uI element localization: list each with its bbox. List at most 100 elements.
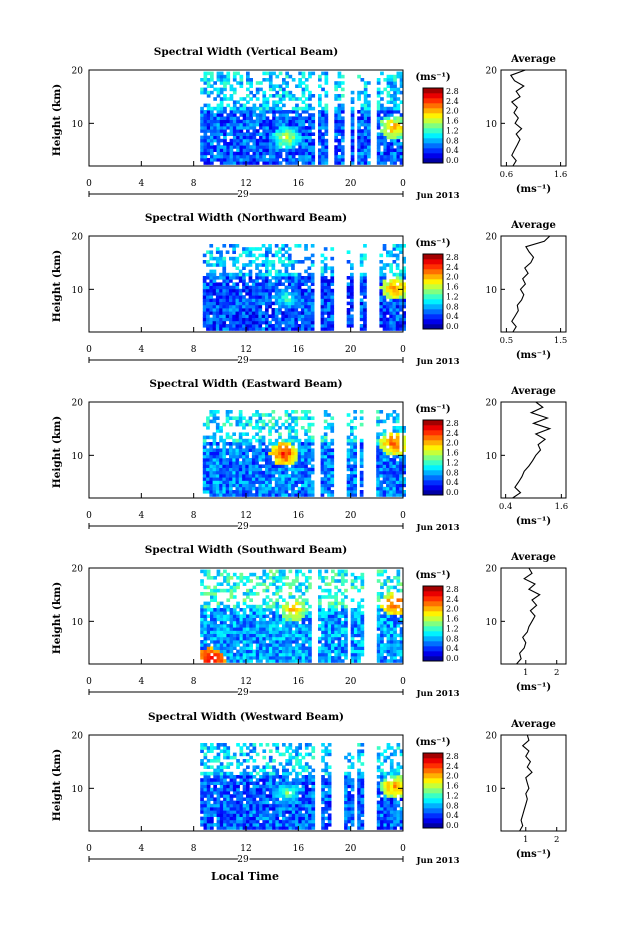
heatmap-cell [310,301,315,306]
heatmap-cell [215,464,220,468]
heatmap-cell [246,816,250,821]
heatmap-cell [206,416,210,420]
heatmap-cell [320,467,325,472]
heatmap-cell [327,448,331,452]
heatmap-cell [232,320,236,325]
heatmap-cell [212,483,217,488]
heatmap-cell [239,778,244,782]
heatmap-cell [386,474,390,478]
heatmap-cell [304,304,308,309]
heatmap-cell [202,454,207,459]
heatmap-cell [248,279,253,283]
heatmap-cell [226,649,231,654]
heatmap-cell [359,282,364,286]
heatmap-cell [323,467,328,472]
heatmap-cell [229,116,234,120]
heatmap-cell [278,154,283,159]
heatmap-cell [261,317,266,322]
heatmap-cell [367,154,371,159]
heatmap-cell [261,295,266,299]
heatmap-cell [386,74,391,79]
heatmap-cell [232,71,237,76]
heatmap-cell [202,438,207,443]
heatmap-cell [357,643,361,647]
heatmap-cell [353,445,357,449]
heatmap-cell [249,592,253,596]
heatmap-cell [323,448,328,452]
heatmap-cell [344,633,348,638]
heatmap-cell [281,422,285,427]
heatmap-cell [229,781,234,785]
heatmap-cell [226,813,231,817]
heatmap-cell [291,636,296,641]
heatmap-cell [278,633,283,638]
heatmap-cell [304,317,308,322]
heatmap-cell [235,301,240,306]
heatmap-cell [239,640,244,644]
heatmap-cell [337,659,342,663]
heatmap-cell [226,126,231,130]
heatmap-cell [291,649,296,654]
heatmap-cell [298,154,302,159]
heatmap-cell [271,285,276,290]
heatmap-cell [212,435,217,440]
heatmap-cell [350,490,354,494]
heatmap-cell [350,295,354,299]
heatmap-cell [311,158,316,162]
heatmap-cell [242,451,246,456]
heatmap-cell [323,426,328,430]
heatmap-cell [301,646,306,650]
heatmap-cell [265,119,270,124]
heatmap-cell [278,327,282,331]
heatmap-cell [248,483,253,488]
heatmap-cell [278,288,282,293]
heatmap-cell [232,477,236,481]
heatmap-cell [282,643,286,647]
heatmap-cell [226,151,231,156]
heatmap-cell [219,106,224,111]
heatmap-cell [203,87,208,92]
heatmap-cell [251,458,256,462]
heatmap-cell [278,247,282,251]
heatmap-cell [334,585,338,590]
heatmap-cell [229,422,233,427]
heatmap-cell [242,308,246,312]
heatmap-cell [344,636,348,641]
heatmap-cell [399,324,403,328]
heatmap-cell [262,126,267,130]
heatmap-cell [232,260,236,264]
heatmap-cell [226,797,231,801]
colorbar-tick-label: 2.8 [446,419,459,428]
heatmap-cell [330,438,335,443]
heatmap-cell [213,627,217,631]
heatmap-cell [271,311,276,315]
heatmap-cell [392,467,397,472]
heatmap-cell [402,324,406,328]
heatmap-cell [212,272,217,277]
heatmap-cell [340,132,345,136]
heatmap-cell [330,467,335,472]
x-tick-label: 0 [400,179,406,189]
heatmap-cell [232,611,237,615]
heatmap-cell [282,640,286,644]
heatmap-cell [229,285,233,290]
heatmap-cell [295,585,299,590]
heatmap-cell [310,260,315,264]
heatmap-cell [337,601,342,606]
heatmap-cell [206,819,211,824]
heatmap-cell [223,784,227,789]
heatmap-cell [291,298,295,302]
heatmap-cell [229,410,233,414]
colorbar-segment [423,309,443,315]
heatmap-cell [376,142,381,146]
heatmap-cell [229,480,233,484]
heatmap-cell [232,483,236,488]
heatmap-cell [200,810,204,814]
heatmap-cell [206,585,211,590]
heatmap-cell [249,652,253,657]
heatmap-cell [324,103,329,108]
heatmap-cell [238,272,243,277]
heatmap-cell [203,659,208,663]
heatmap-cell [255,263,259,267]
heatmap-cell [359,263,364,267]
